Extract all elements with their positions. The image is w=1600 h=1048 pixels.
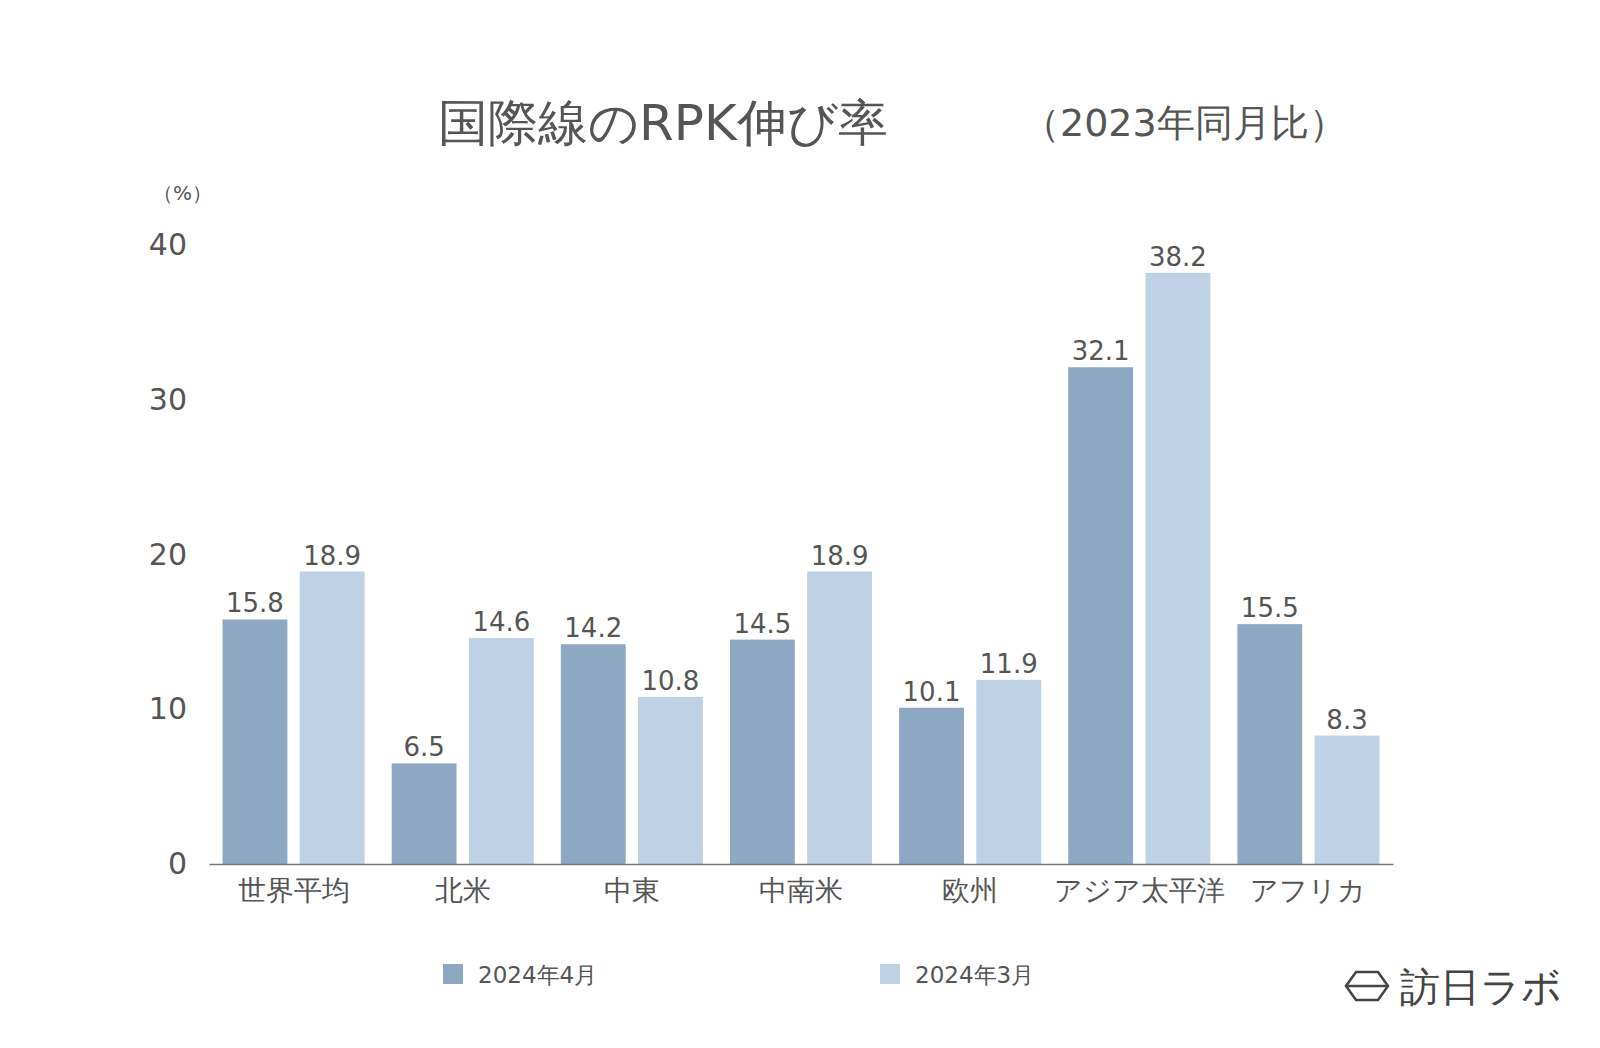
data-label: 15.8	[226, 588, 284, 618]
x-tick: アフリカ	[1250, 864, 1366, 907]
data-label: 32.1	[1072, 336, 1130, 366]
bar	[1315, 736, 1380, 864]
y-tick: 40	[149, 227, 209, 262]
y-tick-label: 10	[149, 691, 187, 726]
legend-label: 2024年3月	[915, 962, 1034, 988]
y-tick-label: 40	[149, 227, 187, 262]
y-tick: 0	[168, 846, 209, 881]
x-tick-label: 中南米	[759, 874, 843, 907]
bar	[469, 638, 534, 864]
chart: 国際線のRPK伸び率（2023年同月比）010203040（%）15.86.51…	[0, 0, 1600, 1048]
y-axis-label: （%）	[153, 181, 212, 205]
x-tick: 北米	[435, 864, 491, 907]
x-tick-label: 欧州	[942, 874, 998, 907]
data-label: 18.9	[811, 541, 869, 571]
x-axis: 世界平均 北米 中東 中南米 欧州 アジア太平洋アフリカ	[210, 864, 1394, 907]
logo: 訪日ラボ	[1346, 964, 1562, 1010]
annotation: 訪日ラボ	[1400, 964, 1562, 1010]
x-axis-line	[210, 864, 1394, 866]
data-label: 10.8	[642, 666, 700, 696]
y-tick-label: 20	[149, 537, 187, 572]
x-tick-label: アジア太平洋	[1054, 874, 1225, 907]
legend: 2024年4月 2024年3月	[443, 962, 1034, 988]
legend-swatch	[880, 964, 900, 984]
bar	[1237, 624, 1302, 864]
data-label: 15.5	[1241, 593, 1299, 623]
x-tick-label: 中東	[604, 874, 660, 907]
bar	[807, 572, 872, 864]
bar	[730, 640, 795, 864]
data-label: 8.3	[1326, 705, 1367, 735]
y-axis-line	[209, 246, 210, 865]
y-tick: 10	[149, 691, 209, 726]
bar	[392, 763, 457, 864]
data-label: 14.2	[564, 613, 622, 643]
data-label: 10.1	[903, 677, 961, 707]
data-labels: 15.8 6.5 14.2 14.5 10.1 32.1 15.5 18.9 14.6 10.8 1…	[226, 242, 1368, 763]
x-tick: 欧州	[942, 864, 998, 907]
y-tick-label: 30	[149, 382, 187, 417]
data-label: 6.5	[403, 732, 444, 762]
title: 国際線のRPK伸び率	[438, 94, 888, 152]
bar	[976, 680, 1041, 864]
data-label: 11.9	[980, 649, 1038, 679]
data-label: 18.9	[303, 541, 361, 571]
y-axis: 0 10 20 30 40	[149, 227, 210, 881]
legend-item: 2024年4月	[443, 962, 597, 988]
x-tick-label: 北米	[435, 874, 491, 907]
bar	[1068, 367, 1133, 864]
bar	[638, 697, 703, 864]
legend-item: 2024年3月	[880, 962, 1034, 988]
x-tick: 中南米	[759, 864, 843, 907]
data-label: 14.6	[472, 607, 530, 637]
x-tick-label: 世界平均	[238, 874, 350, 907]
logo-icon	[1346, 972, 1388, 1000]
x-tick: アジア太平洋	[1054, 864, 1225, 907]
bar	[300, 572, 365, 864]
y-tick: 30	[149, 382, 209, 417]
data-label: 38.2	[1149, 242, 1207, 272]
bars	[223, 273, 1380, 864]
legend-swatch	[443, 964, 463, 984]
bar	[899, 708, 964, 864]
x-tick: 世界平均	[238, 864, 350, 907]
bar	[223, 619, 288, 864]
subtitle: （2023年同月比）	[1022, 101, 1347, 145]
data-label: 14.5	[733, 609, 791, 639]
y-tick: 20	[149, 537, 209, 572]
legend-label: 2024年4月	[478, 962, 597, 988]
x-tick-label: アフリカ	[1250, 874, 1366, 907]
bar	[561, 644, 626, 864]
bar	[1145, 273, 1210, 864]
y-tick-label: 0	[168, 846, 187, 881]
x-tick: 中東	[604, 864, 660, 907]
